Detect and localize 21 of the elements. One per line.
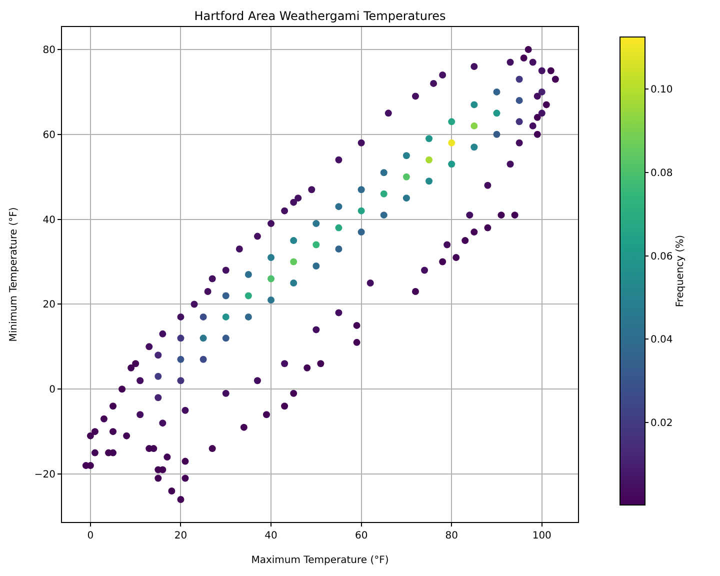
y-tick-label: 80 bbox=[42, 45, 56, 56]
color-bar-label: 0.06 bbox=[650, 251, 673, 262]
chart-title: Hartford Area Weathergami Temperatures bbox=[194, 9, 446, 24]
x-axis-title: Maximum Temperature (°F) bbox=[251, 555, 389, 566]
x-tick-label: 40 bbox=[264, 530, 278, 542]
color-bar-label: 0.08 bbox=[650, 168, 673, 179]
y-tick-label: 20 bbox=[42, 300, 56, 311]
x-tick-label: 80 bbox=[445, 530, 458, 542]
y-tick-label: −20 bbox=[34, 470, 56, 481]
x-tick-label: 0 bbox=[87, 530, 94, 542]
color-bar-label: 0.04 bbox=[650, 334, 673, 346]
y-axis-title: Minimum Temperature (°F) bbox=[8, 207, 20, 342]
x-tick-label: 100 bbox=[532, 530, 552, 542]
color-bar-title: Frequency (%) bbox=[674, 234, 686, 308]
color-bar-label: 0.10 bbox=[650, 84, 673, 96]
color-bar-label: 0.02 bbox=[650, 418, 673, 429]
y-tick-label: 60 bbox=[42, 130, 56, 141]
x-tick-label: 60 bbox=[354, 530, 368, 542]
y-tick-label: 0 bbox=[49, 384, 56, 396]
x-tick-label: 20 bbox=[174, 530, 188, 542]
y-tick-label: 40 bbox=[42, 214, 56, 226]
